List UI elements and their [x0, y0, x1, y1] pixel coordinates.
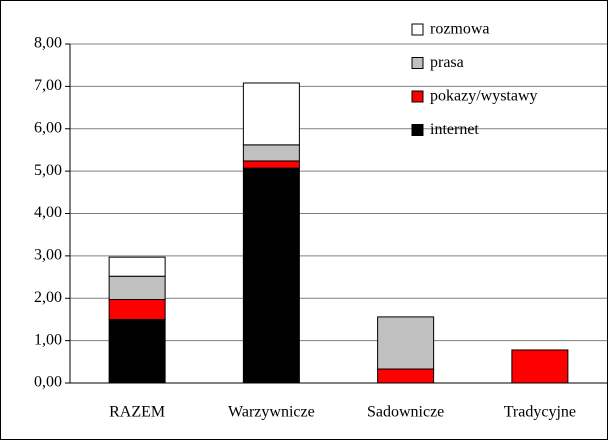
- y-tick-label: 4,00: [34, 204, 62, 221]
- x-tick-label: Tradycyjne: [504, 404, 576, 421]
- y-tick-label: 0,00: [34, 374, 62, 391]
- y-tick-label: 7,00: [34, 77, 62, 94]
- x-tick-label: Warzywnicze: [228, 404, 315, 421]
- legend-label: rozmowa: [430, 21, 490, 38]
- bar-segment: [242, 160, 300, 169]
- bar-segment: [108, 299, 166, 320]
- y-tick-label: 1,00: [34, 331, 62, 348]
- legend-swatch: [411, 124, 424, 136]
- bar-segment: [108, 275, 166, 301]
- bar-segment: [511, 349, 569, 384]
- legend-swatch: [411, 23, 424, 36]
- bar-segment: [242, 144, 300, 162]
- legend-swatch: [411, 57, 424, 69]
- bar-segment: [242, 167, 300, 384]
- bar-segment: [377, 316, 435, 370]
- y-tick-label: 5,00: [34, 162, 62, 179]
- bar-segment: [108, 256, 166, 277]
- x-tick-label: RAZEM: [109, 404, 165, 421]
- x-tick-label: Sadownicze: [367, 404, 444, 421]
- y-tick-label: 3,00: [34, 247, 62, 264]
- y-tick-label: 2,00: [34, 289, 62, 306]
- legend-label: pokazy/wystawy: [430, 88, 538, 105]
- bar-segment: [108, 318, 166, 384]
- y-tick-label: 6,00: [34, 119, 62, 136]
- legend-label: prasa: [430, 54, 464, 71]
- y-tick-label: 8,00: [34, 35, 62, 52]
- legend-label: internet: [430, 121, 479, 138]
- bar-segment: [377, 368, 435, 384]
- legend-swatch: [411, 90, 424, 103]
- bar-segment: [242, 82, 300, 146]
